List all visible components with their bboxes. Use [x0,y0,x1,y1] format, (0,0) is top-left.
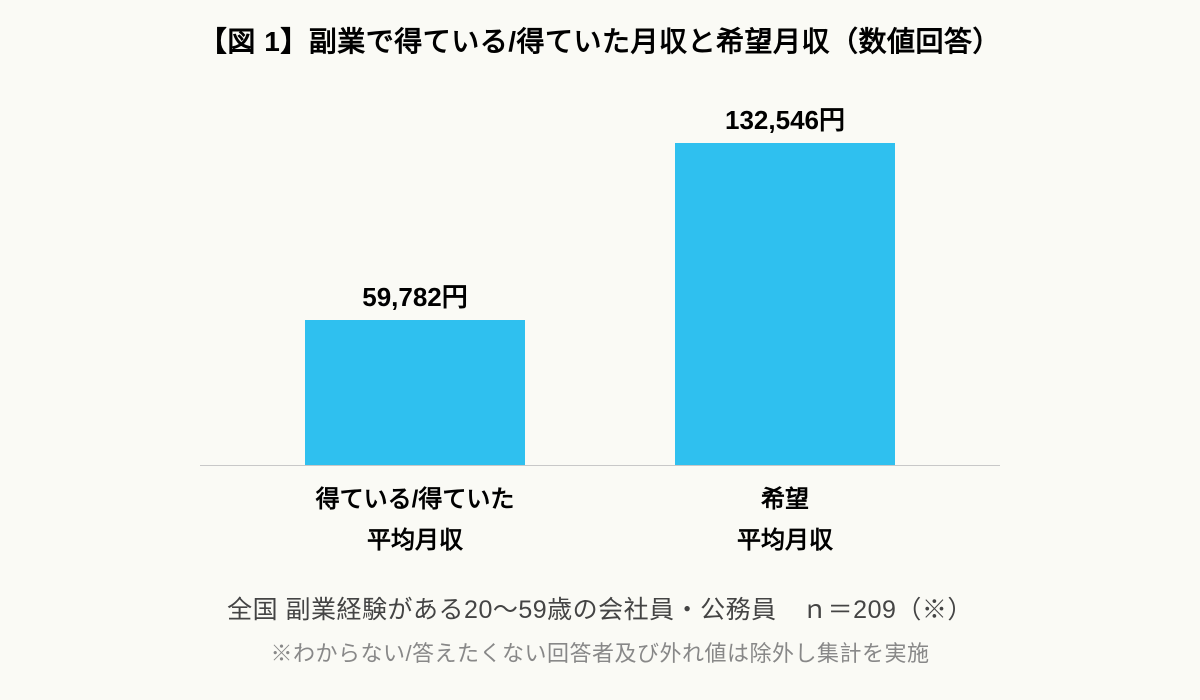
x-label-desired: 希望 平均月収 [675,480,895,562]
bar-rect [675,143,895,465]
footnote-sample: 全国 副業経験がある20～59歳の会社員・公務員 ｎ＝209（※） [227,590,973,626]
bar-value-label: 132,546円 [725,100,845,137]
bar-group-actual: 59,782円 [305,277,525,465]
chart-title: 【図 1】副業で得ている/得ていた月収と希望月収（数値回答） [199,20,1001,60]
x-label-line1: 希望 [675,480,895,521]
x-label-line2: 平均月収 [675,521,895,562]
footnote-exclusion: ※わからない/答えたくない回答者及び外れ値は除外し集計を実施 [270,636,929,668]
chart-plot-area: 59,782円 132,546円 [200,85,1000,466]
figure-container: 【図 1】副業で得ている/得ていた月収と希望月収（数値回答） 59,782円 1… [0,0,1200,700]
bar-value-label: 59,782円 [362,277,468,314]
bar-rect [305,320,525,465]
bar-group-desired: 132,546円 [675,100,895,465]
x-label-actual: 得ている/得ていた 平均月収 [305,480,525,562]
x-label-line2: 平均月収 [305,521,525,562]
x-axis-labels: 得ている/得ていた 平均月収 希望 平均月収 [200,480,1000,562]
bars-row: 59,782円 132,546円 [200,85,1000,465]
x-label-line1: 得ている/得ていた [305,480,525,521]
